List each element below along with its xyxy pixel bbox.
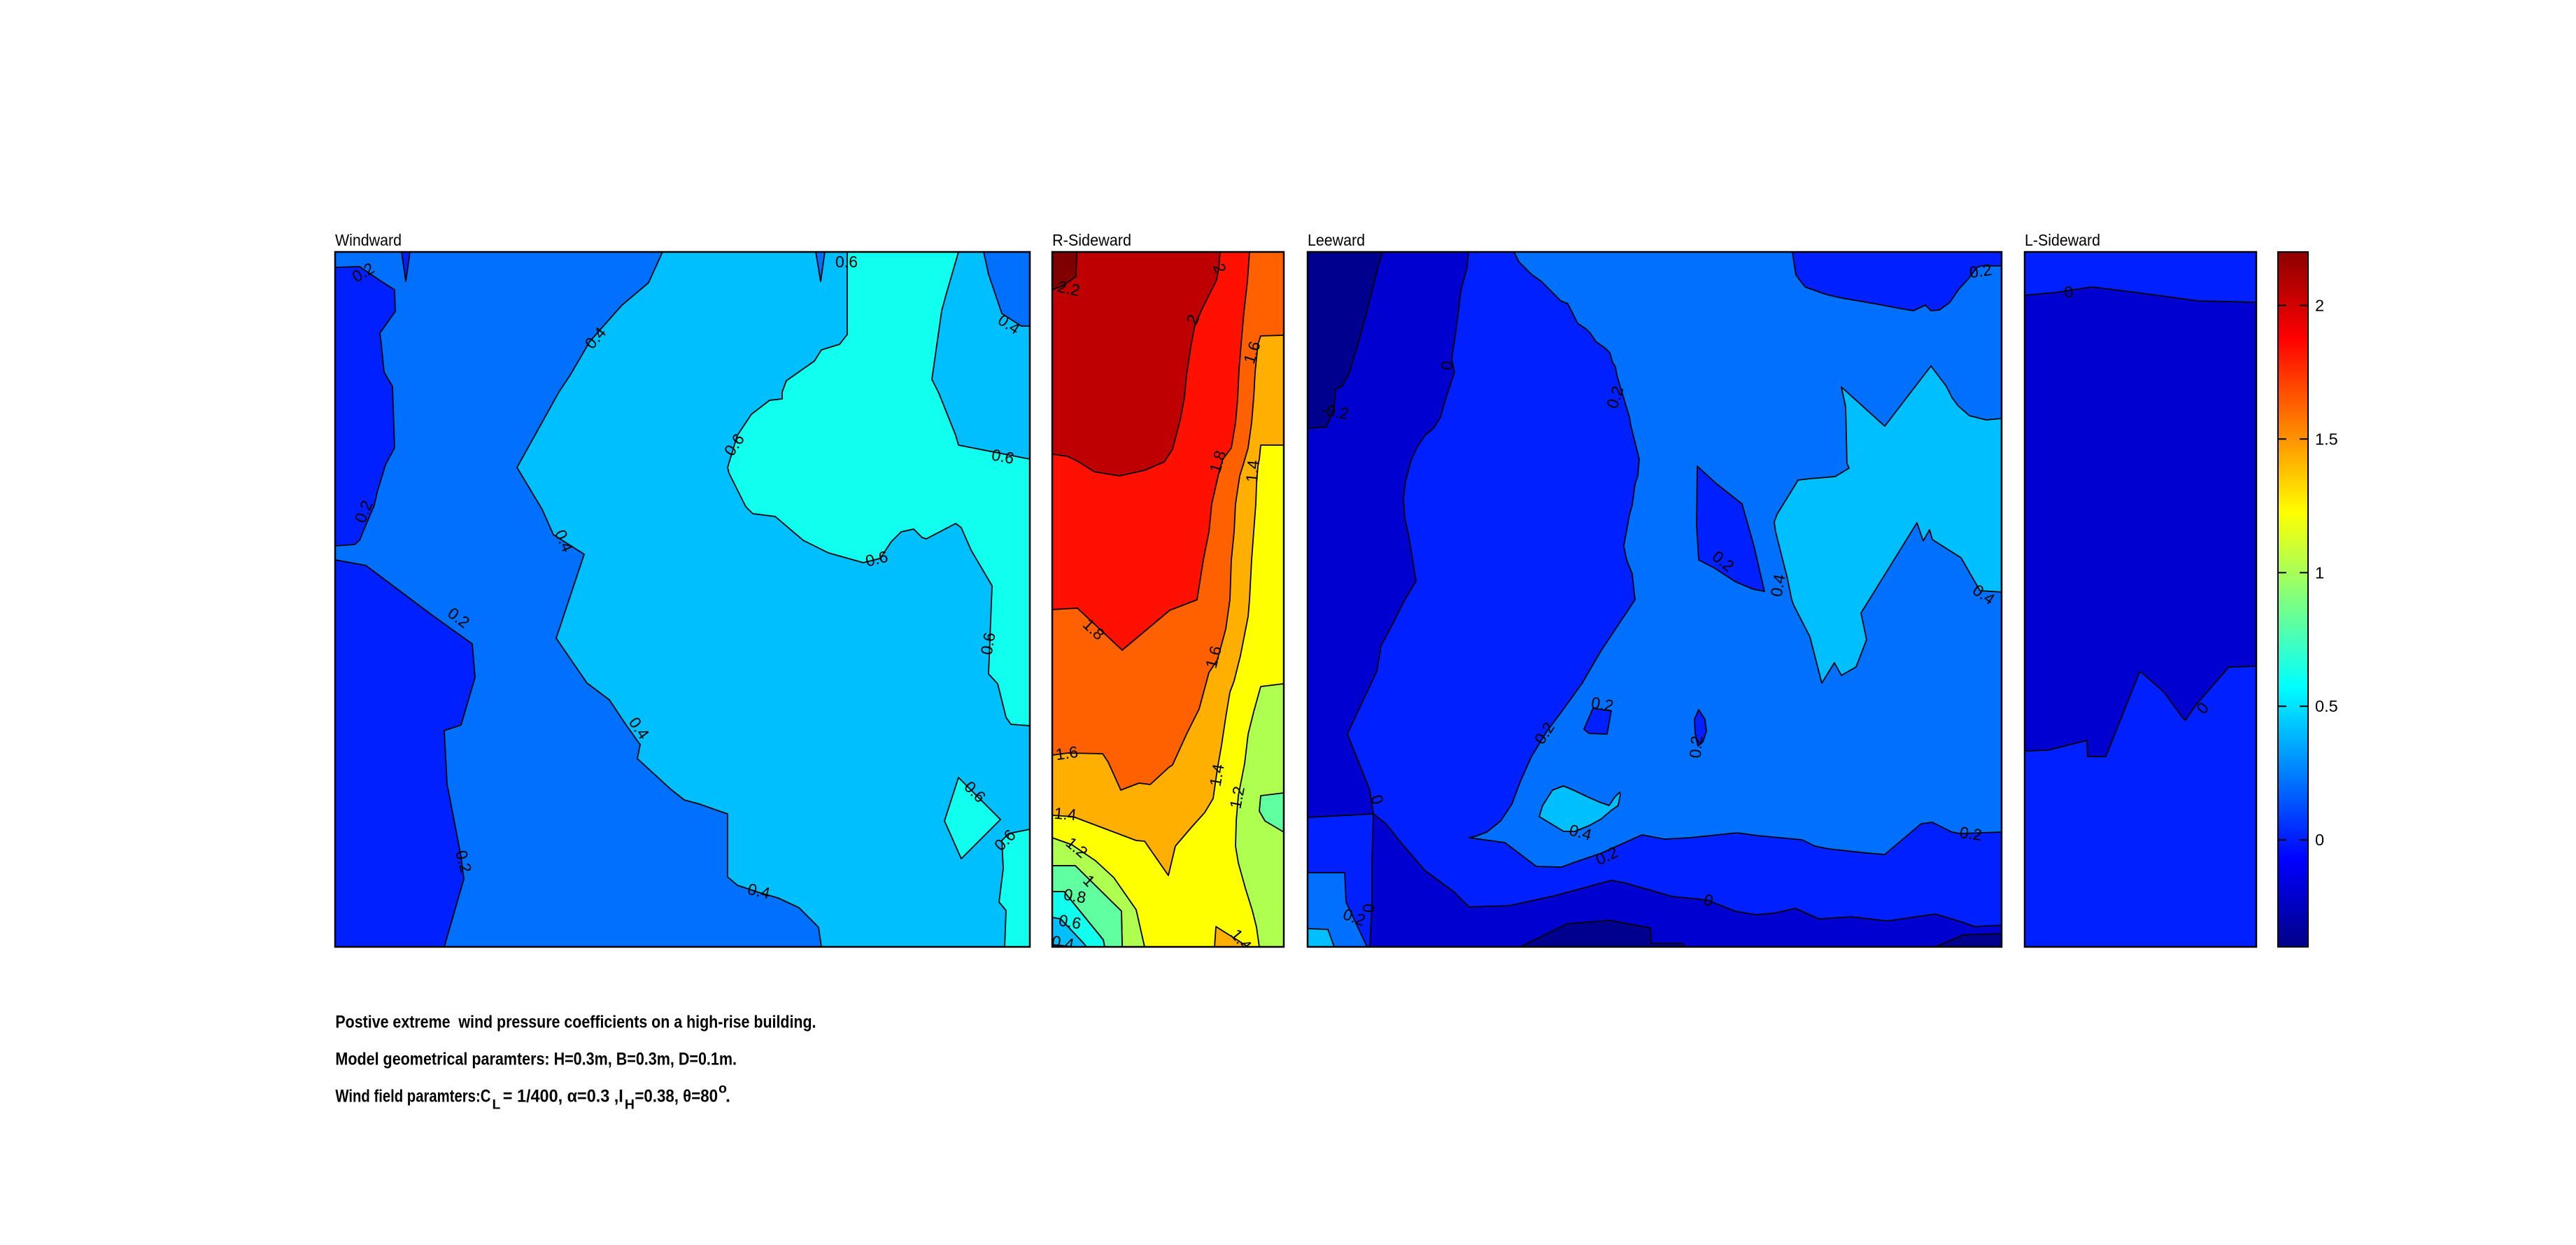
svg-text:0.6: 0.6 (990, 445, 1015, 467)
svg-text:0: 0 (2315, 831, 2324, 849)
svg-text:0.2: 0.2 (1958, 823, 1983, 844)
svg-text:=0.38, θ=80: =0.38, θ=80 (635, 1087, 718, 1106)
svg-text:L-Sideward: L-Sideward (2025, 231, 2100, 249)
svg-text:0.6: 0.6 (1057, 911, 1082, 933)
svg-text:0.5: 0.5 (2315, 697, 2338, 715)
svg-text:1.4: 1.4 (1206, 762, 1228, 787)
svg-text:0.4: 0.4 (1050, 932, 1075, 954)
svg-text:0.6: 0.6 (977, 631, 999, 656)
svg-text:0.6: 0.6 (835, 253, 858, 271)
svg-text:0: 0 (1359, 903, 1378, 913)
svg-text:Leeward: Leeward (1308, 231, 1365, 249)
svg-text:1.2: 1.2 (1226, 785, 1248, 810)
svg-text:1.6: 1.6 (1054, 743, 1079, 764)
svg-text:1: 1 (2315, 563, 2324, 582)
svg-text:0.2: 0.2 (1590, 694, 1615, 715)
svg-text:1.5: 1.5 (2315, 430, 2338, 448)
svg-text:Model geometrical paramters: H: Model geometrical paramters: H=0.3m, B=0… (335, 1049, 737, 1069)
svg-text:o: o (719, 1081, 727, 1097)
svg-text:0: 0 (1438, 360, 1457, 371)
svg-text:0.2: 0.2 (1968, 260, 1993, 281)
svg-text:1.4: 1.4 (1243, 459, 1263, 483)
svg-text:2: 2 (2315, 296, 2324, 314)
svg-text:0.8: 0.8 (1062, 885, 1087, 907)
svg-text:L: L (493, 1097, 501, 1113)
svg-text:= 1/400, α=0.3 ,I: = 1/400, α=0.3 ,I (503, 1087, 623, 1106)
svg-text:Wind field paramters:C: Wind field paramters:C (335, 1087, 490, 1106)
svg-text:1.4: 1.4 (1054, 804, 1077, 824)
svg-text:.: . (726, 1087, 730, 1106)
svg-text:R-Sideward: R-Sideward (1052, 231, 1131, 249)
svg-text:H: H (625, 1097, 635, 1113)
svg-text:0.2: 0.2 (1686, 735, 1706, 759)
svg-text:Postive extreme wind pressure: Postive extreme wind pressure coefficien… (335, 1012, 816, 1032)
svg-text:Windward: Windward (335, 231, 402, 249)
svg-text:0.4: 0.4 (1767, 572, 1789, 598)
svg-text:0: 0 (2063, 282, 2074, 302)
